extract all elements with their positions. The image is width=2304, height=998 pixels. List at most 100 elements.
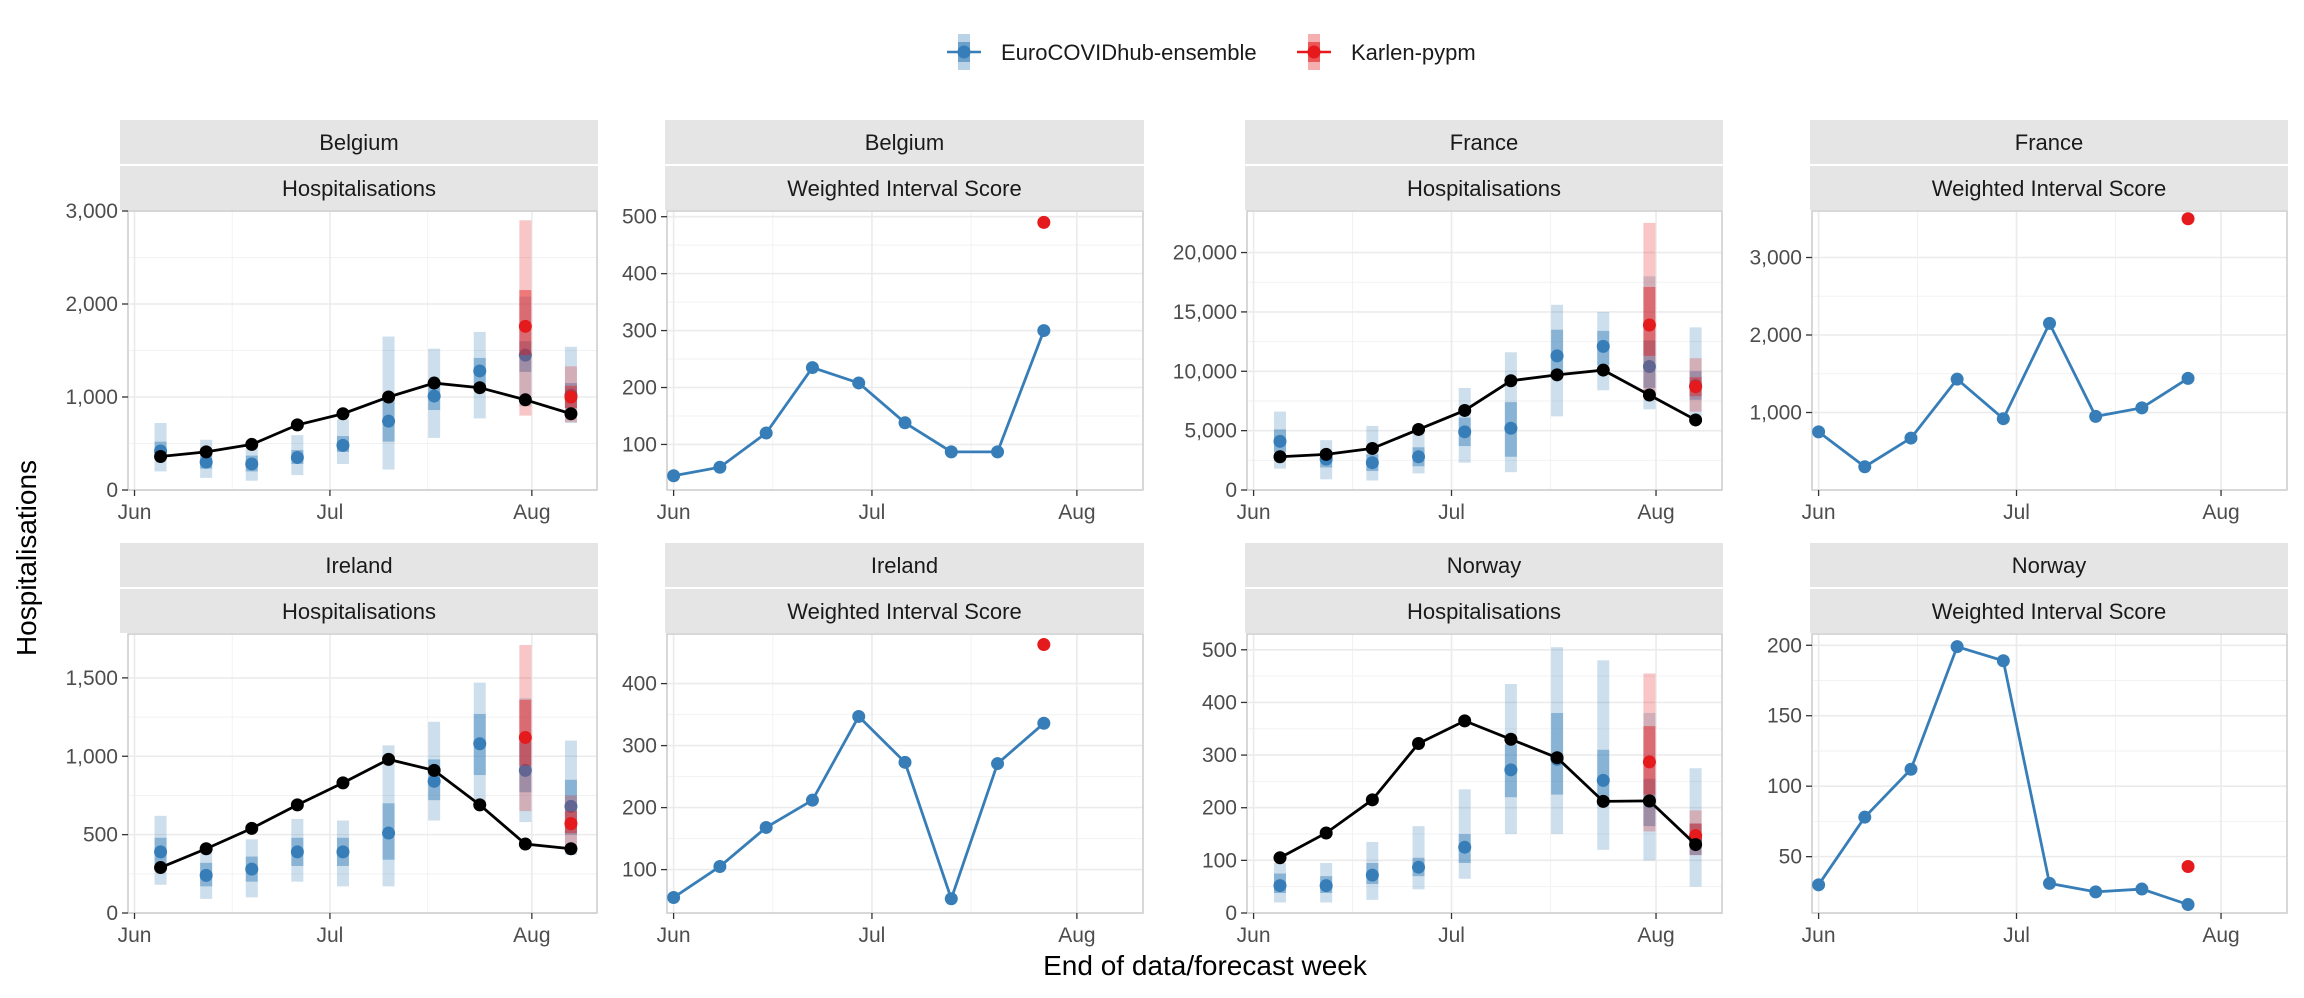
observed-point [1458, 403, 1472, 417]
median-point [427, 774, 441, 788]
observed-point [154, 450, 168, 464]
panel-border [127, 633, 598, 914]
median-point [199, 455, 213, 469]
strip-metric-bg [120, 589, 598, 633]
x-axis: Jun Jul Aug [1237, 490, 1675, 524]
median-point [1550, 349, 1564, 363]
x-tick-label: Aug [2202, 501, 2239, 524]
score-point [991, 445, 1005, 459]
score-point [1950, 372, 1964, 386]
strip-location-label: Ireland [871, 553, 938, 578]
interval-90 [1643, 673, 1656, 832]
x-tick-label: Jun [657, 924, 691, 947]
score-point [1812, 878, 1826, 892]
y-tick-label: 50 [1779, 846, 1802, 869]
observed-point [1412, 736, 1426, 750]
legend: EuroCOVIDhub-ensemble Karlen-pypm [947, 34, 1476, 70]
interval-90 [1689, 768, 1702, 887]
y-axis: 100 200 300 400 500 [622, 206, 667, 456]
score-point [713, 860, 727, 873]
median-point [518, 319, 532, 333]
strip-location-bg [665, 120, 1144, 164]
panels: Belgium Hospitalisations 0 1,000 2,000 3,000 J… [65, 120, 2288, 947]
score-point [1996, 412, 2010, 426]
legend-label: Karlen-pypm [1351, 40, 1476, 65]
series-karlen-pypm [518, 220, 578, 423]
legend-point [957, 45, 971, 59]
y-axis-title: Hospitalisations [11, 460, 42, 656]
strip-metric-label: Hospitalisations [282, 599, 436, 624]
x-axis: Jun Jul Aug [657, 490, 1096, 524]
median-point [1642, 360, 1656, 374]
strip-location-bg [1810, 120, 2288, 164]
panel-border [127, 210, 598, 491]
score-point [2181, 371, 2195, 385]
series-eurocovidhub-ensemble [667, 709, 1051, 906]
y-tick-label: 200 [1202, 797, 1237, 820]
median-point [1642, 318, 1656, 332]
series-karlen-pypm [1037, 215, 1051, 229]
x-tick-label: Jul [859, 501, 886, 524]
score-point [852, 709, 866, 723]
y-tick-label: 500 [622, 206, 657, 229]
score-point [991, 757, 1005, 771]
median-point [564, 390, 578, 404]
observed-point [1642, 388, 1656, 402]
grid [1247, 634, 1722, 914]
panel-border [666, 210, 1144, 491]
observed-point [1550, 751, 1564, 765]
panel-belgium-weighted-interval-score: Belgium Weighted Interval Score 100 200 300 4… [622, 120, 1144, 524]
x-tick-label: Jun [118, 501, 152, 524]
observed-point [1596, 794, 1610, 808]
strip-metric-bg [665, 589, 1144, 633]
y-tick-label: 15,000 [1173, 301, 1237, 324]
observed-point [427, 763, 441, 777]
median-point [1458, 840, 1472, 854]
median-point [427, 389, 441, 403]
score-point [1812, 425, 1826, 439]
y-tick-label: 20,000 [1173, 242, 1237, 265]
interval-90 [1551, 647, 1564, 835]
series-karlen-pypm [518, 644, 578, 846]
grid [667, 211, 1143, 490]
series-eurocovidhub-ensemble [1812, 316, 2195, 474]
observed-series [1273, 714, 1703, 865]
strip-metric-bg [1810, 166, 2288, 210]
x-tick-label: Aug [513, 924, 550, 947]
observed-point [1273, 851, 1287, 865]
panel-ireland-weighted-interval-score: Ireland Weighted Interval Score 100 200 300 4… [622, 543, 1144, 947]
y-tick-label: 2,000 [1749, 324, 1802, 347]
grid [1247, 211, 1722, 491]
interval-90 [382, 745, 395, 887]
y-tick-label: 300 [622, 735, 657, 758]
strip-metric-label: Hospitalisations [1407, 176, 1561, 201]
y-tick-label: 100 [1202, 849, 1237, 872]
observed-point [245, 437, 259, 451]
median-point [1689, 829, 1703, 843]
y-tick-label: 2,000 [65, 293, 118, 316]
observed-point [473, 798, 487, 812]
interval-90 [519, 220, 532, 416]
score-point [898, 416, 912, 430]
median-point [1458, 425, 1472, 439]
median-point [473, 364, 487, 378]
score-point [1037, 638, 1051, 652]
strip-metric-bg [665, 166, 1144, 210]
strip-location-label: Norway [1447, 553, 1522, 578]
strip-metric-bg [1810, 589, 2288, 633]
strip-location-bg [1245, 543, 1723, 587]
score-point [2043, 876, 2056, 890]
observed-point [1642, 794, 1656, 808]
score-point [1858, 460, 1872, 474]
observed-point [1550, 368, 1564, 382]
x-tick-label: Aug [1058, 924, 1095, 947]
y-tick-label: 200 [1767, 634, 1802, 657]
score-point [2181, 860, 2195, 873]
score-point [759, 820, 773, 834]
panel-ireland-hospitalisations: Ireland Hospitalisations 0 500 1,000 1,500 Jun… [65, 543, 598, 947]
panel-border [1246, 210, 1723, 491]
median-point [382, 414, 396, 428]
x-tick-label: Jun [118, 924, 152, 947]
x-tick-label: Jul [317, 501, 344, 524]
observed-point [473, 381, 487, 395]
